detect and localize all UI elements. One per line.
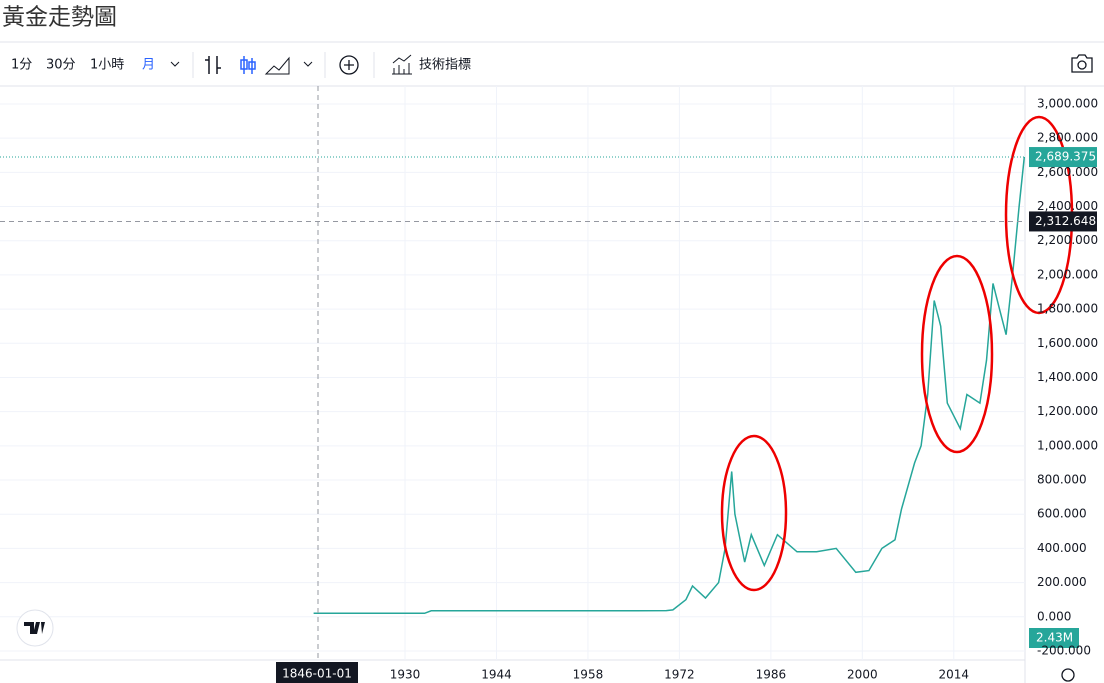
y-tick-label: 1,600.000	[1037, 336, 1098, 350]
candle-icon[interactable]	[240, 56, 256, 74]
indicators-button[interactable]: 技術指標	[419, 58, 471, 73]
x-tick-label: 1972	[664, 668, 695, 682]
last-price-label: 2,689.375	[1035, 150, 1096, 164]
y-tick-label: 1,400.000	[1037, 370, 1098, 384]
y-tick-label: 2,000.000	[1037, 267, 1098, 281]
volume-box	[1029, 628, 1079, 648]
x-tick-label: 2014	[939, 668, 970, 682]
settings-icon[interactable]	[1061, 668, 1075, 682]
y-tick-label: 1,000.000	[1037, 438, 1098, 452]
interval-button[interactable]: 30分	[46, 58, 76, 73]
y-tick-label: 800.000	[1037, 473, 1087, 487]
dropdown-icon[interactable]	[303, 61, 313, 67]
y-tick-label: 2,800.000	[1037, 131, 1098, 145]
y-tick-label: 2,400.000	[1037, 199, 1098, 213]
highlight-circle	[720, 434, 788, 592]
grid	[0, 86, 1025, 660]
x-tick-label: 2000	[847, 668, 878, 682]
x-tick-label: 1930	[390, 668, 421, 682]
y-tick-label: 2,600.000	[1037, 165, 1098, 179]
bar-chart-icon[interactable]	[205, 56, 221, 74]
x-tick-label: 1944	[481, 668, 512, 682]
price-line	[313, 156, 1026, 615]
y-tick-label: 400.000	[1037, 541, 1087, 555]
add-icon[interactable]	[339, 55, 359, 75]
crosshair-price-box	[1029, 211, 1097, 232]
y-tick-label: 1,800.000	[1037, 302, 1098, 316]
area-icon[interactable]	[264, 56, 290, 75]
y-tick-label: 0.000	[1037, 609, 1071, 623]
crosshair-price-label: 2,312.648	[1035, 214, 1096, 228]
camera-icon[interactable]	[1071, 54, 1093, 73]
add-icon	[344, 60, 354, 70]
x-tick-label: 1986	[756, 668, 787, 682]
crosshair-x-box	[276, 662, 358, 683]
interval-button[interactable]: 1小時	[90, 58, 124, 73]
y-tick-label: 3,000.000	[1037, 96, 1098, 110]
crosshair-x-label: 1846-01-01	[282, 667, 352, 681]
y-tick-label: 1,200.000	[1037, 404, 1098, 418]
y-tick-label: 2,200.000	[1037, 233, 1098, 247]
plot	[313, 156, 1026, 615]
indicators-icon[interactable]	[392, 54, 412, 75]
y-tick-label: -200.000	[1037, 643, 1091, 657]
y-tick-label: 200.000	[1037, 575, 1087, 589]
y-tick-label: 600.000	[1037, 507, 1087, 521]
logo	[24, 622, 45, 634]
volume-label: 2.43M	[1036, 631, 1073, 645]
dropdown-icon[interactable]	[170, 61, 180, 67]
interval-button[interactable]: 1分	[11, 58, 32, 73]
interval-button[interactable]: 月	[142, 58, 155, 73]
highlight-circle	[920, 254, 994, 454]
x-tick-label: 1958	[573, 668, 604, 682]
camera-icon	[1077, 60, 1087, 70]
page-title: 黃金走勢圖	[2, 5, 117, 31]
last-price-box	[1029, 147, 1097, 168]
